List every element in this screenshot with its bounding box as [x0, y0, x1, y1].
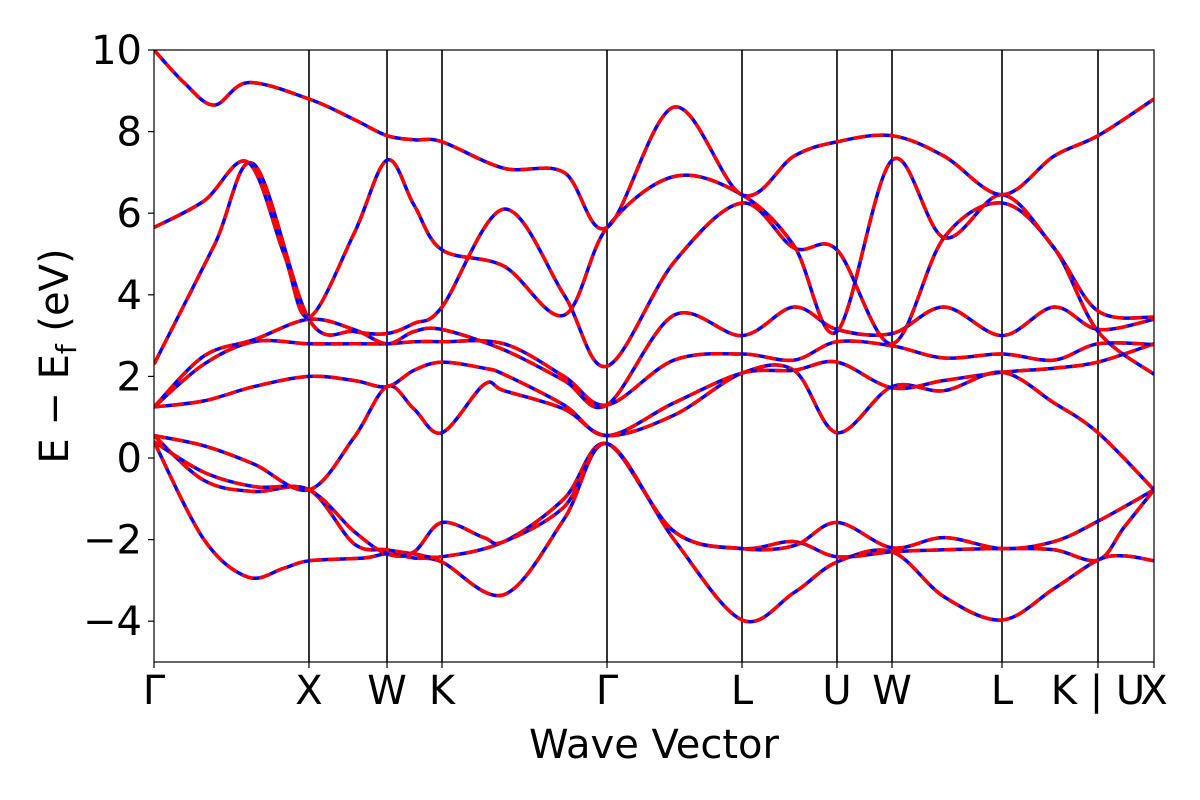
x-tick-label: W: [367, 668, 407, 714]
x-tick-label: X: [1140, 668, 1167, 714]
plot-frame: [153, 49, 1155, 663]
y-axis-label: E − Ef (eV): [32, 248, 83, 463]
y-tick-label: 6: [117, 191, 142, 237]
y-axis-ticks: −4 −2 0 2 4 6 8 10: [83, 28, 154, 645]
band-line-fit: [154, 305, 1154, 410]
x-tick-label: U: [822, 668, 851, 714]
band-lines: [154, 50, 1154, 624]
x-tick-label: W: [872, 668, 912, 714]
y-tick-label: 2: [117, 354, 142, 400]
y-tick-label: 4: [117, 273, 142, 319]
x-tick-label: K | U: [1051, 668, 1145, 714]
y-tick-label: 8: [117, 110, 142, 156]
x-tick-label: Γ: [596, 668, 619, 714]
y-axis-label-unit: (eV): [32, 248, 78, 344]
band-line-fit: [154, 156, 1154, 336]
y-axis-label-subscript: f: [50, 343, 83, 354]
band-line-fit: [154, 50, 1154, 231]
x-tick-label: L: [991, 668, 1014, 714]
band-line-fit: [154, 160, 1154, 376]
x-axis-label: Wave Vector: [529, 722, 780, 768]
band-line-fit: [154, 342, 1154, 438]
kpoint-divider-lines: [308, 50, 1099, 662]
band-line-fit: [154, 440, 1154, 558]
x-tick-label: K: [429, 668, 457, 714]
y-tick-label: 0: [117, 436, 142, 482]
y-tick-label: 10: [91, 28, 142, 74]
x-tick-label: L: [731, 668, 754, 714]
band-line-fit: [154, 440, 1154, 624]
y-tick-label: −2: [83, 518, 142, 564]
x-tick-label: X: [295, 668, 322, 714]
y-tick-label: −4: [83, 599, 142, 645]
y-axis-label-main: E − E: [32, 354, 78, 464]
x-tick-label: Γ: [143, 668, 166, 714]
